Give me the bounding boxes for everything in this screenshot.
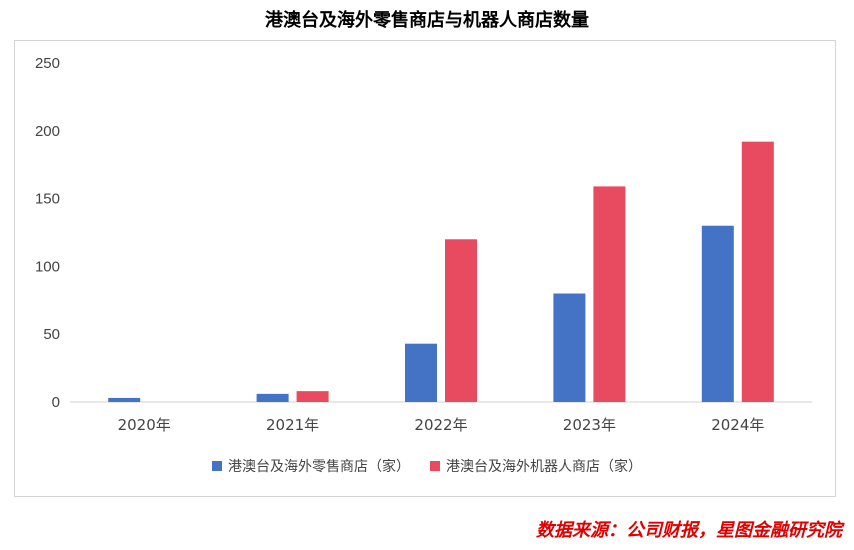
legend-swatch-retail <box>212 461 222 471</box>
x-tick-label: 2022年 <box>414 416 467 434</box>
x-tick-label: 2024年 <box>711 416 764 434</box>
y-tick-label: 150 <box>35 191 60 208</box>
bar-retail-1 <box>256 393 289 402</box>
legend-item-retail: 港澳台及海外零售商店（家） <box>212 456 410 476</box>
y-tick-label: 50 <box>43 326 60 343</box>
legend: 港澳台及海外零售商店（家） 港澳台及海外机器人商店（家） <box>0 456 854 476</box>
bar-retail-2 <box>405 343 437 402</box>
y-tick-label: 0 <box>52 394 60 411</box>
y-tick-label: 200 <box>35 123 60 140</box>
source-note: 数据来源：公司财报，星图金融研究院 <box>536 520 842 541</box>
y-tick-label: 250 <box>35 55 60 72</box>
x-tick-label: 2021年 <box>266 416 319 434</box>
chart-title: 港澳台及海外零售商店与机器人商店数量 <box>265 10 589 31</box>
y-tick-label: 100 <box>35 258 60 275</box>
x-tick-label: 2020年 <box>118 416 171 434</box>
legend-item-robot: 港澳台及海外机器人商店（家） <box>430 456 642 476</box>
bar-robot-2 <box>445 239 477 402</box>
bar-retail-4 <box>701 225 734 402</box>
bar-retail-3 <box>553 293 586 402</box>
chart-frame <box>14 40 836 497</box>
bar-robot-4 <box>741 141 774 402</box>
legend-label-retail: 港澳台及海外零售商店（家） <box>228 459 410 475</box>
legend-label-robot: 港澳台及海外机器人商店（家） <box>446 459 642 475</box>
bar-robot-3 <box>593 186 626 402</box>
x-tick-label: 2023年 <box>563 416 616 434</box>
legend-swatch-robot <box>430 461 440 471</box>
bar-robot-1 <box>296 391 329 402</box>
bar-retail-0 <box>108 397 141 402</box>
